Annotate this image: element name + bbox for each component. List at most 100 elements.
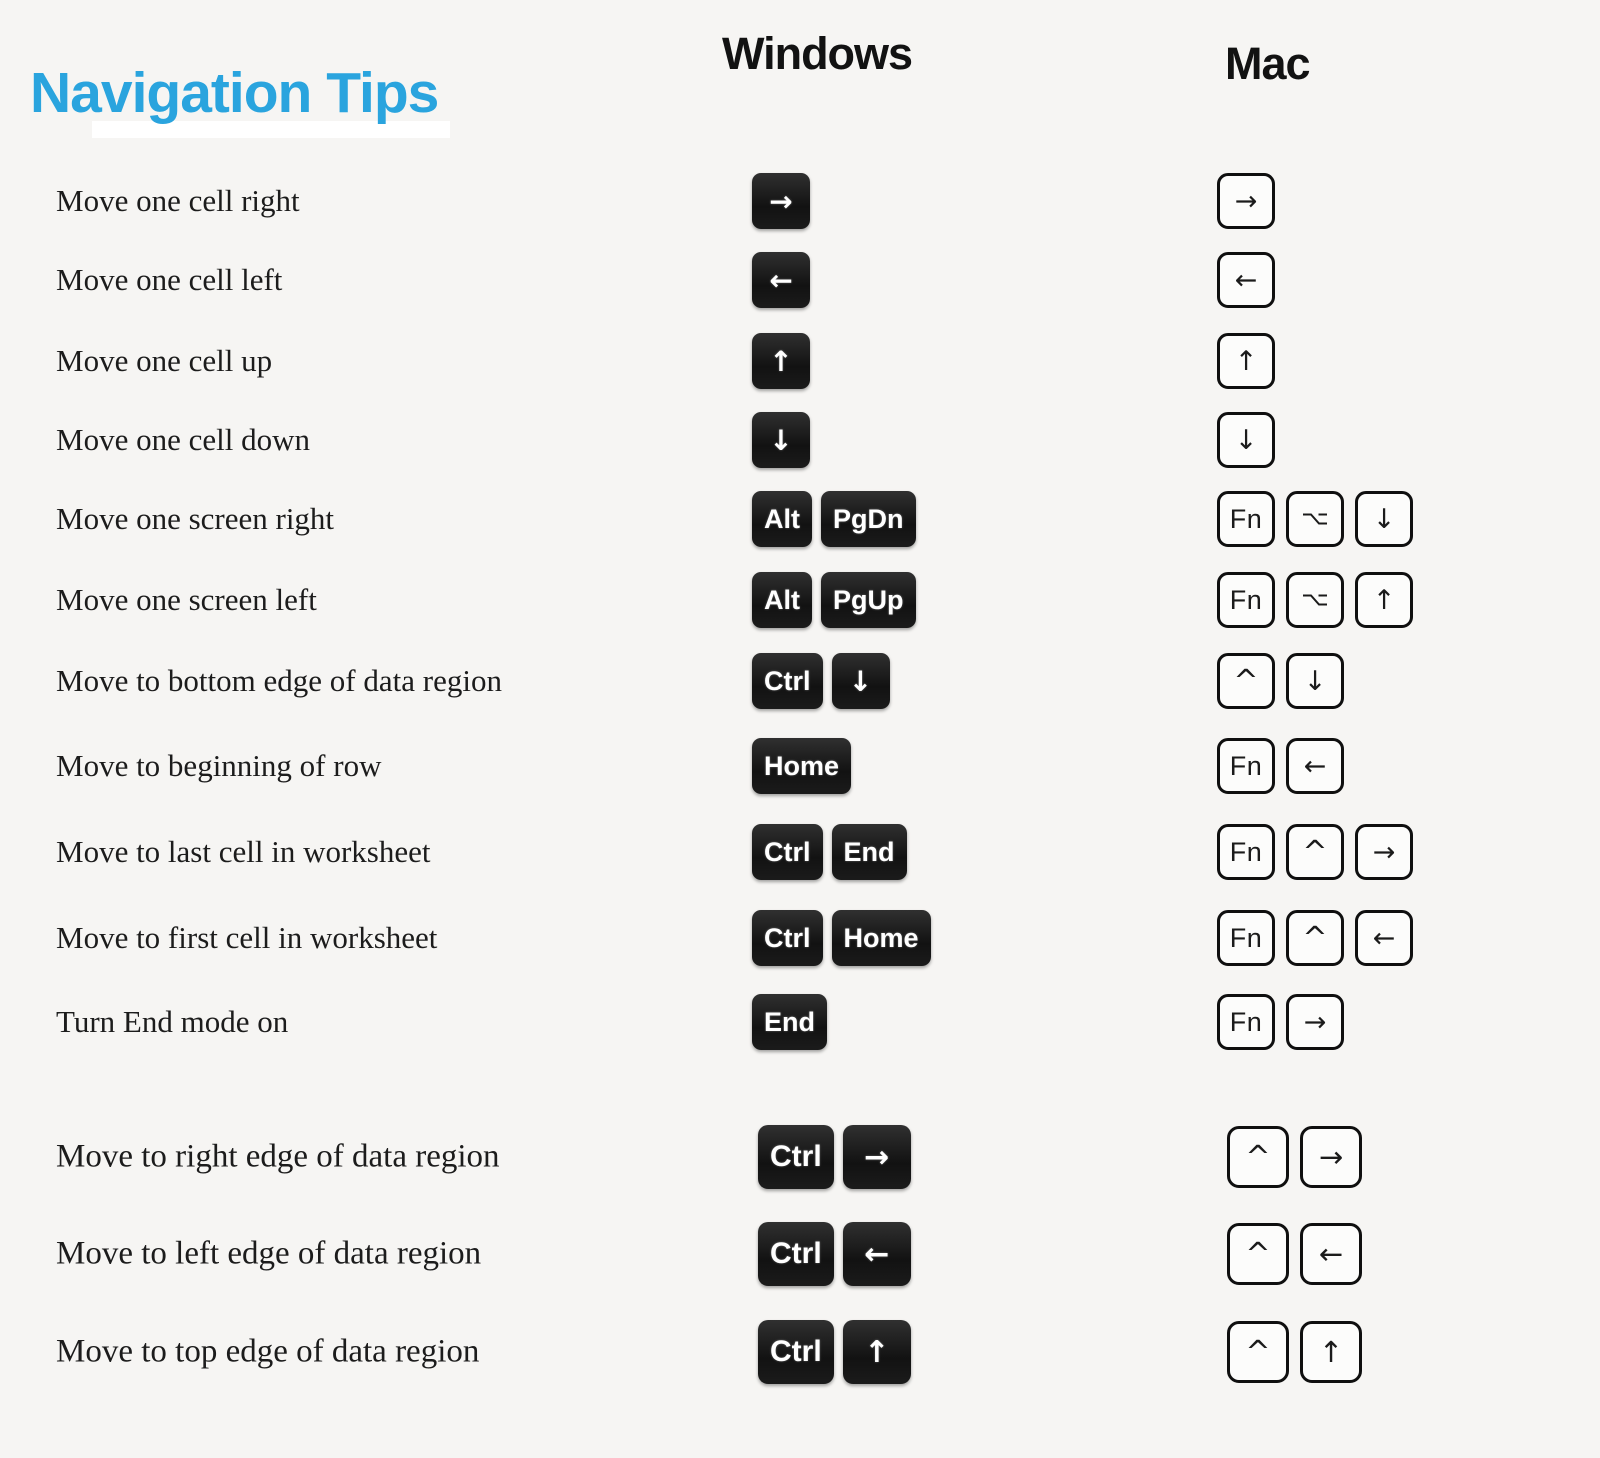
mac-keys: Fn ^ →	[1217, 824, 1413, 880]
action-label: Move one cell up	[56, 343, 273, 378]
ctrl-key: Ctrl	[758, 1222, 834, 1286]
page-title: Navigation Tips	[30, 61, 439, 125]
arrow-up-key: ↑	[1217, 333, 1275, 389]
windows-keys: Ctrl ↓	[752, 653, 890, 709]
windows-keys: Home	[752, 738, 852, 794]
windows-keys: Alt PgDn	[752, 491, 916, 547]
mac-keys: ^ ↑	[1227, 1321, 1362, 1383]
action-label: Move one cell right	[56, 183, 300, 218]
shortcut-row: Move to last cell in worksheet Ctrl End Fn ^…	[0, 812, 1600, 892]
arrow-right-key: →	[842, 1125, 911, 1189]
arrow-left-key: ←	[1286, 738, 1344, 794]
arrow-down-key: ↓	[1355, 491, 1413, 547]
arrow-down-key: ↓	[752, 412, 810, 468]
fn-key: Fn	[1217, 994, 1275, 1050]
mac-keys: ^ →	[1227, 1126, 1362, 1188]
arrow-right-key: →	[752, 173, 810, 229]
windows-keys: Ctrl ↑	[758, 1320, 911, 1384]
title-highlight	[92, 121, 450, 138]
option-key	[1286, 572, 1344, 628]
control-key: ^	[1286, 824, 1344, 880]
page-down-key: PgDn	[821, 491, 916, 547]
arrow-right-key: →	[1217, 173, 1275, 229]
mac-keys: →	[1217, 173, 1275, 229]
shortcut-row: Move to left edge of data region Ctrl ← ^ ←	[0, 1214, 1600, 1294]
action-label: Move to first cell in worksheet	[56, 920, 438, 955]
mac-keys: ↑	[1217, 333, 1275, 389]
windows-keys: Ctrl →	[758, 1125, 911, 1189]
arrow-down-key: ↓	[1217, 412, 1275, 468]
action-label: Move to right edge of data region	[56, 1138, 500, 1175]
ctrl-key: Ctrl	[752, 824, 823, 880]
windows-keys: End	[752, 994, 827, 1050]
shortcut-row: Move to beginning of row Home Fn ←	[0, 726, 1600, 806]
shortcut-row: Move one cell left ← ←	[0, 240, 1600, 320]
arrow-left-key: ←	[842, 1222, 911, 1286]
action-label: Move to bottom edge of data region	[56, 663, 502, 698]
alt-key: Alt	[752, 572, 812, 628]
mac-keys: Fn →	[1217, 994, 1344, 1050]
option-icon	[1303, 594, 1327, 606]
action-label: Move one screen right	[56, 501, 335, 536]
ctrl-key: Ctrl	[752, 653, 823, 709]
arrow-down-key: ↓	[831, 653, 890, 709]
shortcut-row: Move one cell up ↑ ↑	[0, 321, 1600, 401]
shortcut-row: Move one cell down ↓ ↓	[0, 400, 1600, 480]
page-up-key: PgUp	[821, 572, 916, 628]
action-label: Move to beginning of row	[56, 748, 382, 783]
end-key: End	[752, 994, 827, 1050]
shortcut-row: Move to top edge of data region Ctrl ↑ ^ ↑	[0, 1312, 1600, 1392]
mac-keys: ↓	[1217, 412, 1275, 468]
mac-keys: Fn ^ ←	[1217, 910, 1413, 966]
arrow-up-key: ↑	[842, 1320, 911, 1384]
shortcut-row: Move one screen left Alt PgUp Fn ↑	[0, 560, 1600, 640]
fn-key: Fn	[1217, 824, 1275, 880]
windows-keys: ←	[752, 252, 810, 308]
arrow-up-key: ↑	[1355, 572, 1413, 628]
arrow-down-key: ↓	[1286, 653, 1344, 709]
fn-key: Fn	[1217, 572, 1275, 628]
arrow-left-key: ←	[752, 252, 810, 308]
action-label: Move one screen left	[56, 582, 317, 617]
control-key: ^	[1227, 1223, 1289, 1285]
windows-keys: ↑	[752, 333, 810, 389]
arrow-right-key: →	[1355, 824, 1413, 880]
shortcut-row: Turn End mode on End Fn →	[0, 982, 1600, 1062]
mac-keys: Fn ↑	[1217, 572, 1413, 628]
column-header-windows: Windows	[722, 28, 913, 79]
windows-keys: Ctrl ←	[758, 1222, 911, 1286]
fn-key: Fn	[1217, 738, 1275, 794]
windows-keys: →	[752, 173, 810, 229]
shortcut-row: Move to first cell in worksheet Ctrl Home F…	[0, 898, 1600, 978]
arrow-left-key: ←	[1300, 1223, 1362, 1285]
action-label: Move one cell down	[56, 422, 310, 457]
option-icon	[1303, 513, 1327, 525]
fn-key: Fn	[1217, 910, 1275, 966]
column-header-mac: Mac	[1225, 38, 1311, 89]
arrow-up-key: ↑	[1300, 1321, 1362, 1383]
action-label: Move one cell left	[56, 262, 283, 297]
alt-key: Alt	[752, 491, 812, 547]
mac-keys: Fn ↓	[1217, 491, 1413, 547]
windows-keys: Alt PgUp	[752, 572, 916, 628]
windows-keys: Ctrl Home	[752, 910, 931, 966]
windows-keys: Ctrl End	[752, 824, 907, 880]
action-label: Move to top edge of data region	[56, 1333, 480, 1370]
home-key: Home	[831, 910, 931, 966]
arrow-right-key: →	[1286, 994, 1344, 1050]
ctrl-key: Ctrl	[752, 910, 823, 966]
control-key: ^	[1227, 1321, 1289, 1383]
control-key: ^	[1286, 910, 1344, 966]
mac-keys: ←	[1217, 252, 1275, 308]
option-key	[1286, 491, 1344, 547]
fn-key: Fn	[1217, 491, 1275, 547]
end-key: End	[831, 824, 907, 880]
action-label: Move to left edge of data region	[56, 1235, 482, 1272]
shortcut-row: Move one cell right → →	[0, 161, 1600, 241]
arrow-left-key: ←	[1355, 910, 1413, 966]
control-key: ^	[1227, 1126, 1289, 1188]
home-key: Home	[752, 738, 852, 794]
action-label: Move to last cell in worksheet	[56, 834, 431, 869]
shortcut-row: Move to right edge of data region Ctrl → ^ →	[0, 1117, 1600, 1197]
